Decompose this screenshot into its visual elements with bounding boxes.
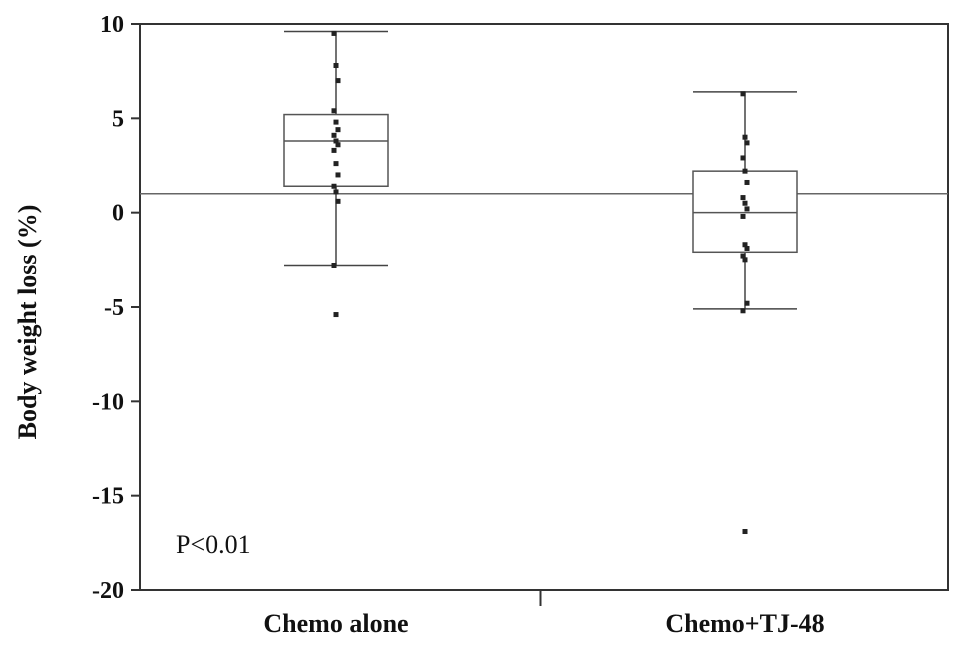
plot-border — [139, 23, 949, 591]
data-point — [744, 300, 750, 306]
data-point — [335, 172, 341, 178]
data-point — [335, 78, 341, 84]
data-point — [740, 253, 746, 259]
y-tick-label: 10 — [100, 12, 124, 38]
data-point — [742, 134, 748, 140]
data-point — [740, 155, 746, 161]
data-point — [331, 262, 337, 268]
data-point — [333, 312, 339, 318]
x-category-label: Chemo+TJ-48 — [665, 609, 824, 638]
y-tick-label: -5 — [104, 295, 124, 321]
data-point — [331, 147, 337, 153]
data-point — [742, 168, 748, 174]
y-tick-label: -15 — [92, 484, 124, 510]
data-point — [335, 142, 341, 148]
y-tick-label: 5 — [112, 106, 124, 132]
box-group-1 — [283, 30, 389, 318]
data-point — [744, 179, 750, 185]
data-point — [740, 213, 746, 219]
data-point — [740, 195, 746, 201]
data-point — [740, 308, 746, 314]
data-point — [742, 257, 748, 263]
y-tick-label: 0 — [112, 201, 124, 227]
data-point — [742, 200, 748, 206]
data-point — [744, 140, 750, 146]
box-group-2 — [692, 91, 798, 535]
data-point — [740, 91, 746, 97]
data-point — [333, 161, 339, 167]
data-point — [331, 108, 337, 114]
data-point — [333, 63, 339, 69]
data-point — [744, 246, 750, 252]
data-point — [742, 529, 748, 535]
data-point — [331, 132, 337, 138]
data-point — [333, 189, 339, 195]
y-tick-label: -10 — [92, 389, 124, 415]
data-point — [331, 183, 337, 189]
plot-frame — [139, 23, 949, 591]
x-axis-categories: Chemo alone Chemo+TJ-48 — [263, 590, 825, 638]
data-point — [744, 206, 750, 212]
data-point — [331, 30, 337, 36]
p-value-annotation: P<0.01 — [176, 530, 251, 559]
data-point — [335, 198, 341, 204]
data-point — [333, 138, 339, 144]
data-point — [335, 127, 341, 133]
data-point — [333, 119, 339, 125]
boxes-group — [283, 30, 798, 535]
y-axis-title: Body weight loss (%) — [13, 205, 42, 440]
y-tick-label: -20 — [92, 578, 124, 604]
x-category-label: Chemo alone — [263, 609, 408, 638]
data-point — [742, 242, 748, 248]
y-axis-ticks: 10 5 0 -5 -10 -15 -20 — [92, 12, 140, 604]
